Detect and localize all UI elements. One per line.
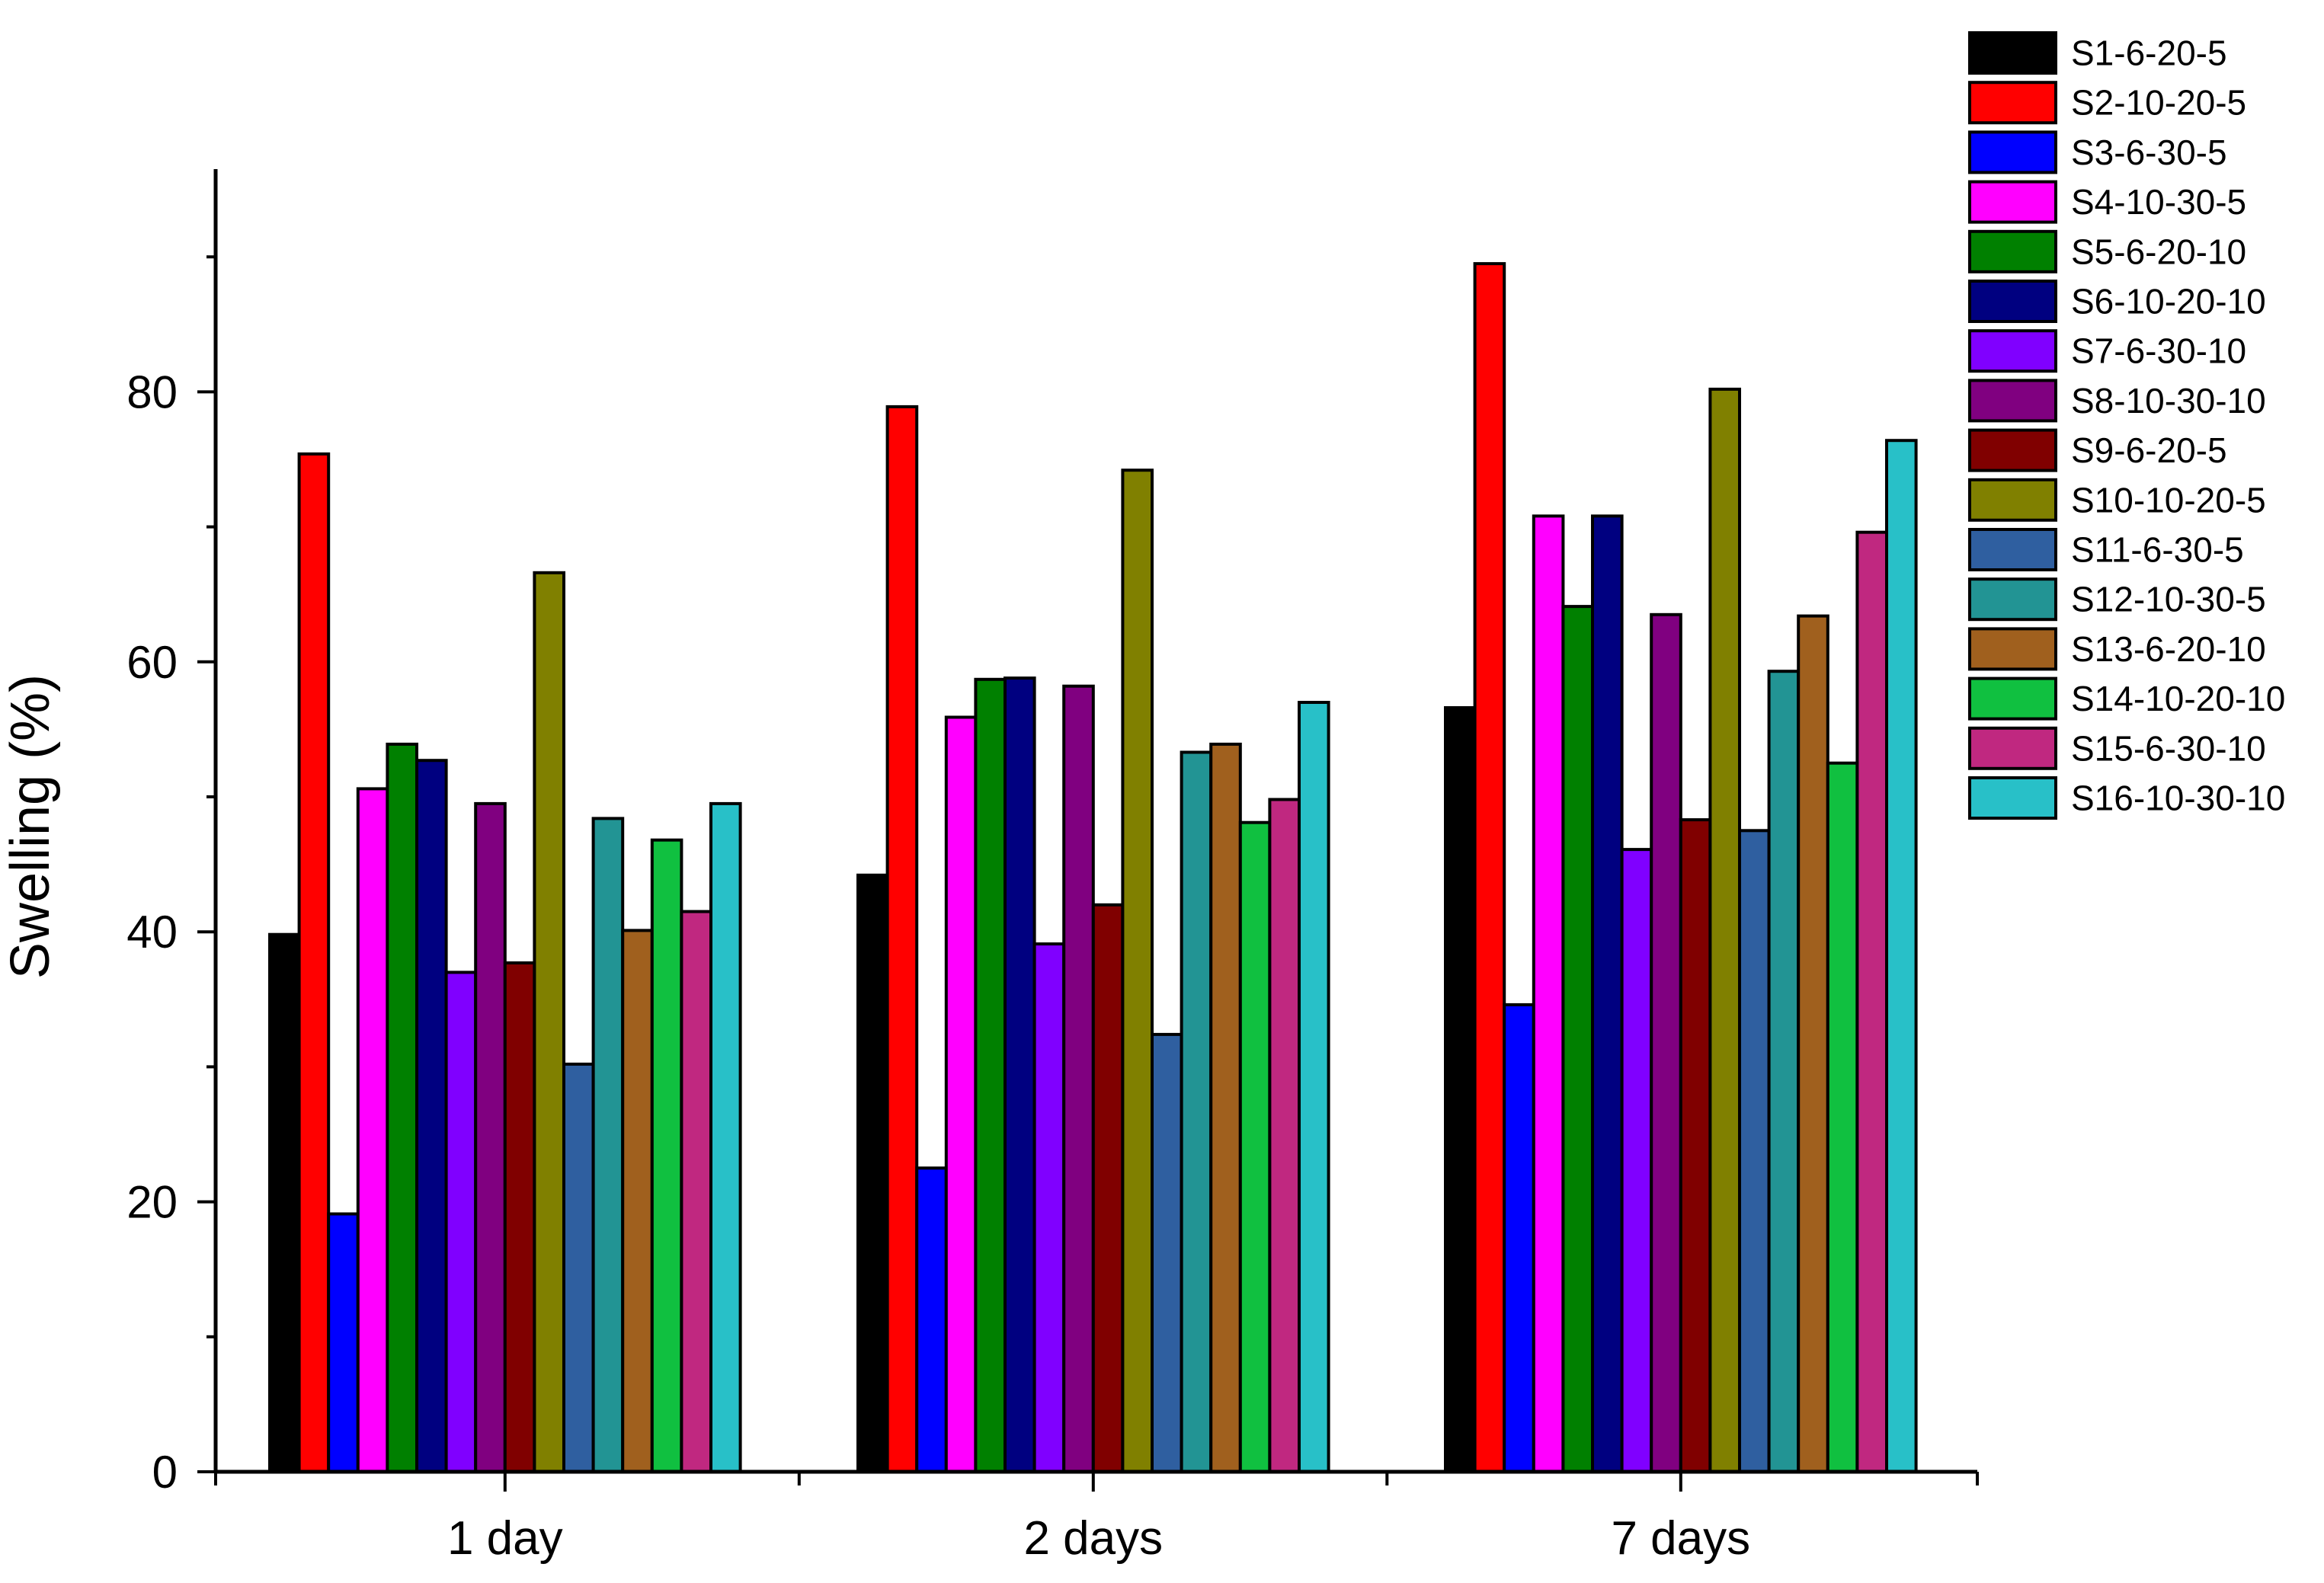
legend-label: S16-10-30-10 bbox=[2071, 779, 2285, 818]
bar-6-2 bbox=[1004, 676, 1036, 1473]
bar-2-2 bbox=[885, 405, 919, 1473]
y-tick-label: 80 bbox=[126, 366, 178, 417]
legend-swatch bbox=[1968, 81, 2057, 125]
bar-12-2 bbox=[1180, 750, 1213, 1473]
legend-swatch bbox=[1968, 229, 2057, 273]
legend-label: S13-6-20-10 bbox=[2071, 629, 2266, 669]
bar-2-1 bbox=[297, 452, 331, 1473]
legend-swatch bbox=[1968, 130, 2057, 174]
legend-swatch bbox=[1968, 676, 2057, 721]
bar-9-3 bbox=[1679, 818, 1712, 1473]
bar-1-1 bbox=[268, 932, 301, 1473]
legend-label: S6-10-20-10 bbox=[2071, 282, 2266, 321]
legend-swatch bbox=[1968, 726, 2057, 770]
bar-11-1 bbox=[562, 1062, 595, 1473]
bar-5-3 bbox=[1561, 605, 1594, 1473]
bar-9-2 bbox=[1091, 903, 1125, 1474]
bar-3-2 bbox=[915, 1166, 948, 1474]
bar-1-2 bbox=[856, 873, 889, 1474]
legend-swatch bbox=[1968, 31, 2057, 75]
legend-swatch bbox=[1968, 329, 2057, 373]
bar-15-1 bbox=[680, 910, 713, 1473]
bar-16-3 bbox=[1885, 439, 1918, 1474]
x-ticks: 1 day 2 days 7 days bbox=[214, 1472, 1979, 1565]
legend-swatch bbox=[1968, 478, 2057, 522]
bar-4-2 bbox=[944, 715, 978, 1473]
legend-swatch bbox=[1968, 280, 2057, 323]
bar-7-1 bbox=[444, 971, 478, 1473]
bar-4-3 bbox=[1532, 514, 1565, 1473]
bar-12-1 bbox=[591, 817, 625, 1473]
legend-label: S15-6-30-10 bbox=[2071, 728, 2266, 768]
legend: S1-6-20-5 S2-10-20-5 S3-6-30-5 S4-10-30-5 S5… bbox=[1968, 31, 2285, 820]
x-tick-label: 1 day bbox=[447, 1512, 563, 1565]
bar-15-2 bbox=[1268, 798, 1301, 1473]
bar-8-2 bbox=[1062, 684, 1095, 1474]
bar-11-3 bbox=[1738, 829, 1771, 1474]
legend-label: S1-6-20-5 bbox=[2071, 34, 2227, 73]
y-tick-label: 60 bbox=[126, 637, 178, 688]
legend-swatch bbox=[1968, 428, 2057, 472]
legend-label: S5-6-20-10 bbox=[2071, 232, 2246, 271]
bar-10-3 bbox=[1708, 387, 1741, 1473]
bar-2-3 bbox=[1473, 262, 1506, 1474]
bar-3-3 bbox=[1503, 1003, 1535, 1473]
legend-swatch bbox=[1968, 776, 2057, 820]
bar-8-3 bbox=[1650, 612, 1682, 1473]
legend-label: S4-10-30-5 bbox=[2071, 182, 2246, 222]
bar-13-2 bbox=[1209, 742, 1242, 1473]
legend-label: S10-10-20-5 bbox=[2071, 480, 2266, 520]
bar-10-1 bbox=[533, 571, 566, 1473]
y-tick-label: 0 bbox=[152, 1447, 178, 1498]
bar-6-3 bbox=[1591, 514, 1624, 1473]
y-axis-title: Swelling (%) bbox=[0, 674, 61, 979]
legend-label: S11-6-30-5 bbox=[2071, 530, 2244, 570]
bar-14-3 bbox=[1826, 761, 1859, 1473]
legend-label: S14-10-20-10 bbox=[2071, 679, 2285, 718]
bar-7-2 bbox=[1032, 942, 1066, 1473]
bar-4-1 bbox=[356, 787, 389, 1473]
y-tick-label: 40 bbox=[126, 907, 178, 958]
x-tick-label: 7 days bbox=[1611, 1512, 1750, 1565]
legend-label: S7-6-30-10 bbox=[2071, 331, 2246, 371]
bar-6-1 bbox=[415, 759, 448, 1473]
legend-label: S8-10-30-10 bbox=[2071, 381, 2266, 421]
legend-swatch bbox=[1968, 627, 2057, 671]
legend-swatch bbox=[1968, 528, 2057, 571]
y-tick-label: 20 bbox=[126, 1177, 178, 1228]
y-ticks: 0 20 40 60 80 bbox=[126, 255, 216, 1498]
bar-13-3 bbox=[1797, 614, 1829, 1473]
bar-1-3 bbox=[1444, 706, 1477, 1473]
legend-label: S2-10-20-5 bbox=[2071, 83, 2246, 123]
bar-16-2 bbox=[1298, 701, 1330, 1473]
bar-11-2 bbox=[1151, 1032, 1183, 1473]
bar-13-1 bbox=[621, 929, 654, 1473]
bar-7-3 bbox=[1620, 848, 1653, 1473]
bar-14-1 bbox=[650, 838, 683, 1473]
legend-swatch bbox=[1968, 577, 2057, 622]
x-tick-label: 2 days bbox=[1023, 1512, 1163, 1565]
bar-3-1 bbox=[327, 1212, 360, 1473]
bar-9-1 bbox=[503, 961, 536, 1473]
legend-swatch bbox=[1968, 379, 2057, 423]
axes-layer bbox=[213, 169, 1977, 1474]
legend-label: S3-6-30-5 bbox=[2071, 133, 2227, 172]
bar-12-3 bbox=[1767, 670, 1801, 1474]
bar-15-3 bbox=[1855, 530, 1888, 1474]
bars-layer bbox=[268, 262, 1918, 1474]
bar-10-2 bbox=[1121, 469, 1154, 1474]
bar-8-1 bbox=[474, 801, 507, 1473]
legend-label: S9-6-20-5 bbox=[2071, 430, 2227, 470]
bar-5-2 bbox=[974, 677, 1007, 1473]
bar-16-1 bbox=[709, 801, 742, 1473]
bar-5-1 bbox=[386, 742, 418, 1473]
legend-swatch bbox=[1968, 180, 2057, 224]
bar-14-2 bbox=[1238, 820, 1272, 1473]
legend-label: S12-10-30-5 bbox=[2071, 580, 2266, 619]
